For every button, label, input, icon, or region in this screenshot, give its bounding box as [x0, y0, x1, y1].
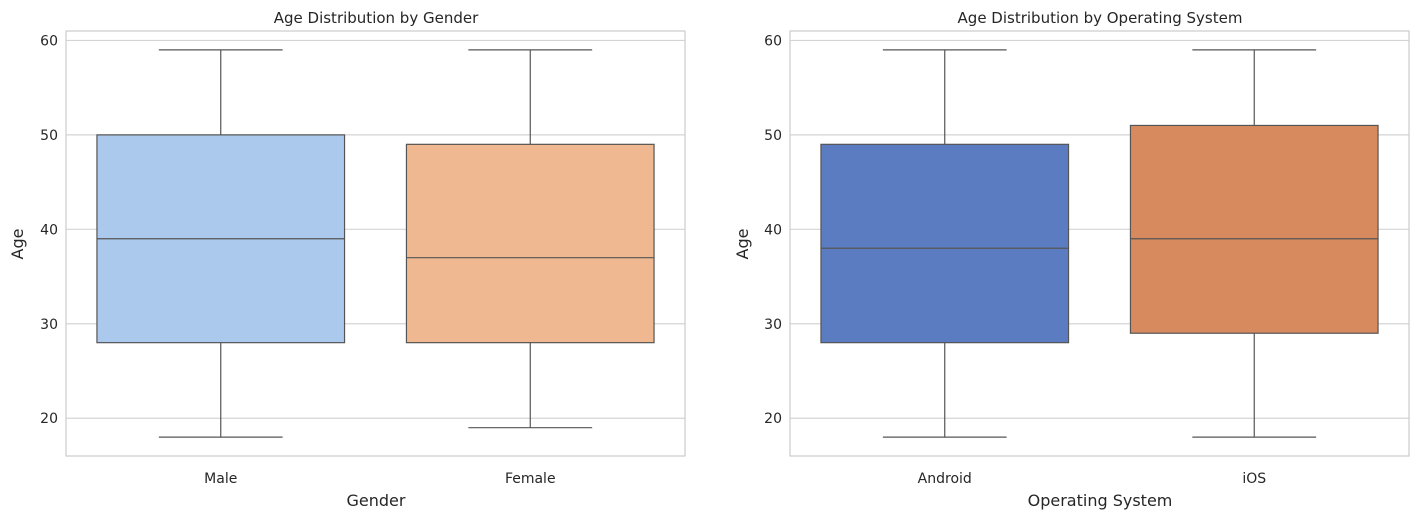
y-tick-label: 30	[764, 317, 782, 333]
x-tick-label: Android	[918, 471, 972, 487]
y-tick-label: 60	[40, 33, 58, 49]
iqr-box	[1129, 124, 1379, 334]
y-tick-label: 20	[40, 411, 58, 427]
y-tick-label: 40	[40, 222, 58, 238]
chart-title: Age Distribution by Operating System	[958, 9, 1243, 27]
box-ios	[1129, 49, 1379, 438]
y-axis-label: Age	[8, 229, 27, 260]
box-female	[405, 49, 655, 429]
y-tick-label: 50	[764, 128, 782, 144]
y-tick-label: 50	[40, 128, 58, 144]
boxes	[820, 49, 1379, 438]
y-axis-label: Age	[733, 229, 752, 260]
box-android	[820, 49, 1070, 438]
x-axis-label: Operating System	[1028, 491, 1173, 510]
x-axis-label: Gender	[347, 491, 406, 510]
boxes	[96, 49, 655, 438]
gender-chart-panel: Age Distribution by Gender Gender Age 20…	[8, 9, 686, 510]
iqr-box	[405, 143, 655, 344]
x-tick-label: Male	[204, 471, 237, 487]
y-tick-label: 60	[764, 33, 782, 49]
x-tick-label: iOS	[1242, 471, 1266, 487]
plot-frame	[65, 30, 686, 457]
x-tick-label: Female	[505, 471, 556, 487]
y-tick-label: 40	[764, 222, 782, 238]
chart-title: Age Distribution by Gender	[274, 9, 479, 27]
y-tick-label: 20	[764, 411, 782, 427]
box-male	[96, 49, 346, 438]
iqr-box	[820, 143, 1070, 344]
plot-frame	[789, 30, 1410, 457]
os-chart-panel: Age Distribution by Operating System Ope…	[733, 9, 1410, 510]
y-tick-label: 30	[40, 317, 58, 333]
